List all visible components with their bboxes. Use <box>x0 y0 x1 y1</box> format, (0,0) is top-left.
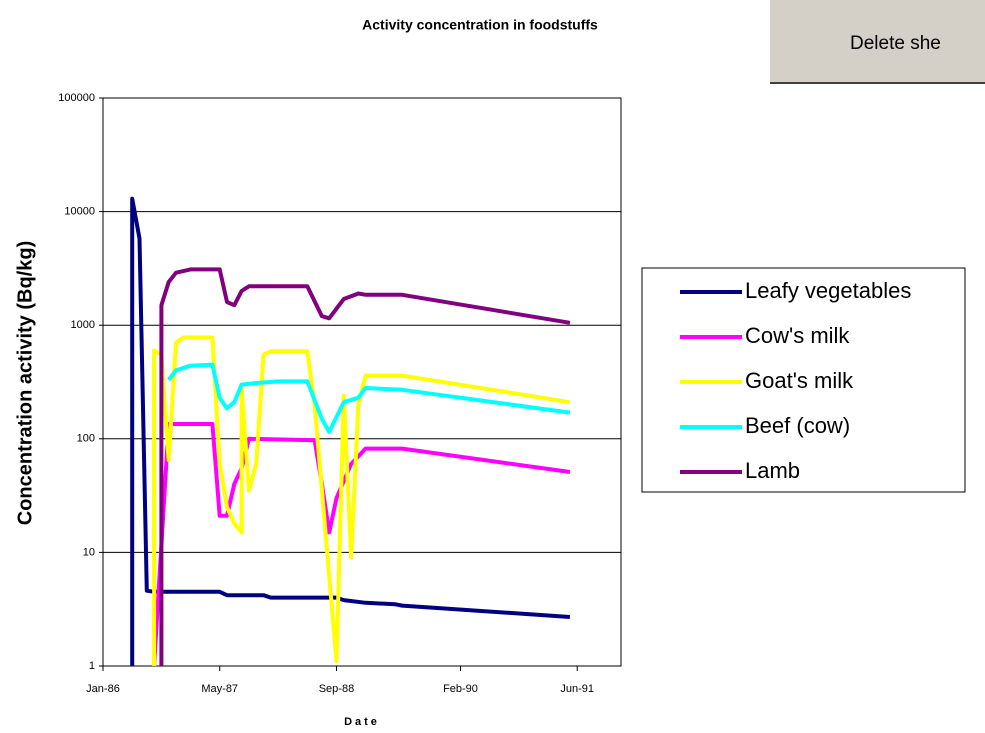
y-tick-label: 100000 <box>58 92 95 104</box>
series-line <box>130 196 571 666</box>
chart-title: Activity concentration in foodstuffs <box>362 17 598 33</box>
legend-label: Lamb <box>745 458 800 483</box>
x-tick-label: Sep-88 <box>319 683 354 695</box>
legend-label: Goat's milk <box>745 368 854 393</box>
y-axis-label: Concentration activity (Bq/kg) <box>14 241 36 525</box>
delete-sheet-button[interactable]: Delete she <box>770 0 985 84</box>
x-axis-label: Date <box>344 716 380 728</box>
x-tick-label: Jan-86 <box>86 683 120 695</box>
y-tick-label: 100 <box>77 433 95 445</box>
series-line <box>152 335 571 666</box>
x-tick-label: Jun-91 <box>560 683 594 695</box>
plot-area <box>102 97 622 667</box>
y-tick-label: 10000 <box>64 206 95 218</box>
y-tick-label: 1000 <box>71 319 95 331</box>
x-tick-label: Feb-90 <box>443 683 478 695</box>
series-line <box>167 362 571 434</box>
legend-label: Cow's milk <box>745 323 850 348</box>
x-tick-label: May-87 <box>201 683 238 695</box>
legend-label: Leafy vegetables <box>745 278 911 303</box>
y-tick-label: 1 <box>89 660 95 672</box>
series-line <box>152 422 571 667</box>
legend-label: Beef (cow) <box>745 413 850 438</box>
series-line <box>159 267 571 666</box>
y-tick-label: 10 <box>83 546 95 558</box>
